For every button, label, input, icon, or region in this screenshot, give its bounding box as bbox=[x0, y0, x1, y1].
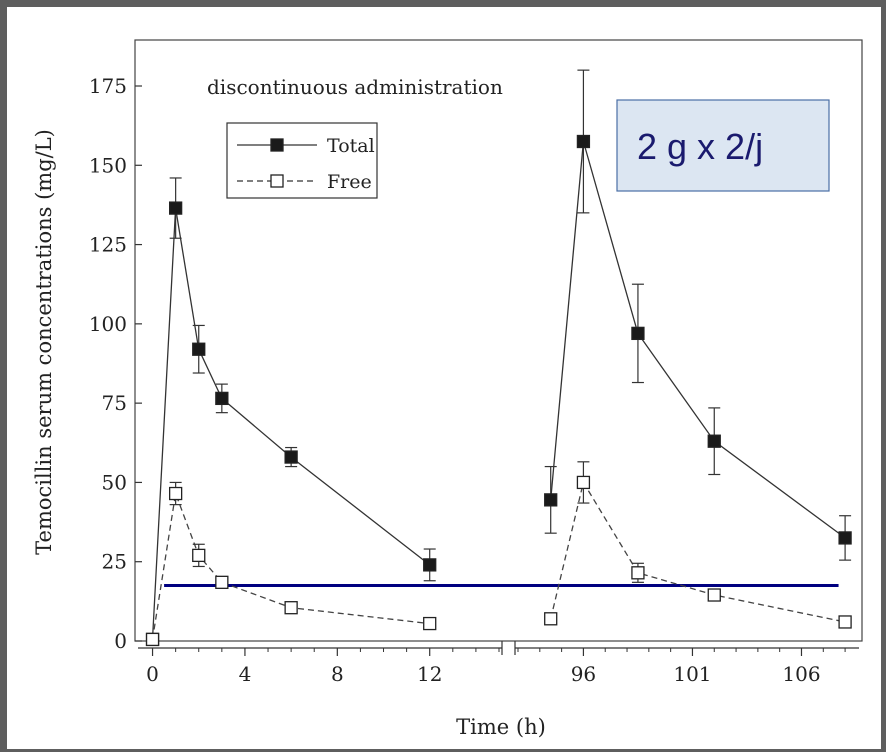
data-point-total bbox=[215, 391, 229, 406]
data-point-total bbox=[838, 531, 852, 545]
x-tick-label: 12 bbox=[417, 662, 442, 686]
data-point-free bbox=[544, 612, 558, 626]
data-point-free bbox=[145, 632, 160, 647]
y-tick-label: 150 bbox=[89, 153, 127, 177]
data-point-total bbox=[631, 326, 645, 341]
x-tick-label: 4 bbox=[239, 662, 252, 686]
data-point-free bbox=[838, 615, 852, 629]
dose-box bbox=[616, 99, 830, 192]
data-point-total bbox=[284, 450, 298, 464]
chart-frame: 0 25 50 75 100 125 150 175 0 4 8 12 96 101 106 Total Fr… bbox=[7, 7, 881, 749]
x-tick-label: 101 bbox=[673, 662, 711, 686]
y-axis-title: Temocillin serum concentrations (mg/L) bbox=[32, 129, 56, 555]
series-free bbox=[145, 461, 852, 647]
y-tick-label: 100 bbox=[89, 312, 127, 336]
x-axis-title: Time (h) bbox=[456, 715, 546, 739]
x-tick-label: 96 bbox=[571, 662, 596, 686]
data-point-total bbox=[168, 201, 183, 215]
plot-area bbox=[134, 39, 863, 642]
data-point-free bbox=[215, 575, 229, 589]
y-tick-label: 25 bbox=[102, 550, 127, 574]
legend-label-free: Free bbox=[327, 171, 372, 193]
series-line-free bbox=[151, 490, 430, 640]
dose-label: 2 g x 2/j bbox=[637, 126, 763, 167]
y-tick-label: 75 bbox=[102, 391, 127, 415]
data-point-free bbox=[576, 475, 591, 490]
data-point-free bbox=[423, 616, 437, 631]
y-tick-label: 175 bbox=[89, 74, 127, 98]
series-line-total bbox=[550, 141, 846, 539]
data-point-total bbox=[707, 434, 721, 448]
annotation-text: discontinuous administration bbox=[207, 75, 503, 99]
series-line-total bbox=[151, 207, 431, 640]
series-line-free bbox=[550, 480, 846, 623]
data-point-total bbox=[576, 134, 591, 149]
data-point-total bbox=[192, 342, 206, 356]
data-point-free bbox=[284, 601, 298, 615]
data-point-free bbox=[192, 548, 206, 563]
x-tick-label: 106 bbox=[782, 662, 820, 686]
legend-box bbox=[226, 122, 378, 199]
data-point-free bbox=[168, 486, 183, 501]
y-tick-label: 125 bbox=[89, 233, 127, 257]
data-point-free bbox=[707, 588, 721, 602]
chart-svg: 0 25 50 75 100 125 150 175 0 4 8 12 96 101 106 Total Fr… bbox=[32, 39, 863, 739]
x-tick-label: 8 bbox=[331, 662, 344, 686]
legend-marker-free bbox=[270, 174, 284, 188]
series-total bbox=[145, 69, 852, 647]
x-tick-label: 0 bbox=[146, 662, 159, 686]
legend-label-total: Total bbox=[327, 135, 375, 157]
data-point-total bbox=[423, 558, 437, 572]
data-point-total bbox=[544, 493, 558, 507]
legend-marker-total bbox=[270, 138, 284, 152]
y-tick-label: 0 bbox=[114, 629, 127, 653]
data-point-free bbox=[631, 566, 645, 580]
y-tick-label: 50 bbox=[102, 470, 127, 494]
